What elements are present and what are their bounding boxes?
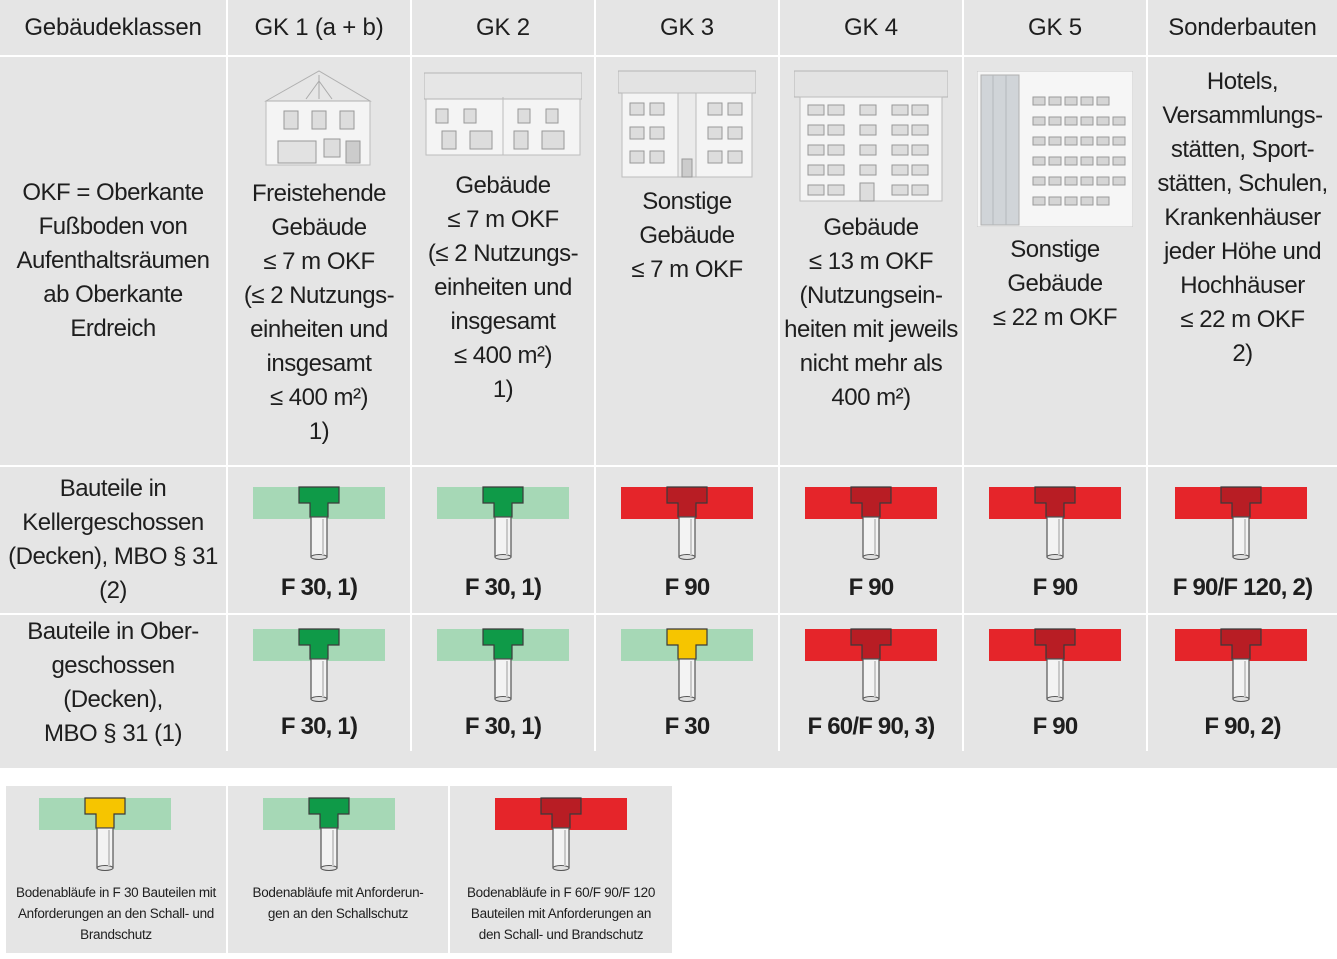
mid-rise-building-icon [794, 70, 948, 202]
legend-drain-red [495, 796, 627, 877]
gk3-description: Sonstige Gebäude ≤ 7 m OKF [631, 188, 743, 283]
gk2-description: Gebäude ≤ 7 m OKF (≤ 2 Nutzungs- einheit… [427, 172, 579, 403]
fire-protection-table: Gebäudeklassen GK 1 (a + b) GK 2 GK 3 GK… [0, 0, 1337, 768]
basement-drain-gk2 [437, 485, 569, 566]
basement-drain-sonderbauten [1175, 485, 1307, 566]
basement-drain-gk1 [253, 485, 385, 566]
gk4-description-cell: Gebäude ≤ 13 m OKF (Nutzungsein- heiten … [780, 57, 964, 467]
upper-drain-gk3 [621, 627, 753, 708]
upper-value-gk2: F 30, 1) [464, 713, 542, 740]
legend-item-red: Bodenabläufe in F 60/F 90/F 120 Bauteile… [450, 786, 672, 953]
upper-cell-gk1: F 30, 1) [228, 615, 412, 751]
basement-value-gk3: F 90 [664, 574, 711, 601]
upper-value-gk4: F 60/F 90, 3) [807, 713, 936, 740]
basement-value-gk1: F 30, 1) [280, 574, 358, 601]
upper-value-gk1: F 30, 1) [280, 713, 358, 740]
basement-cell-gk1: F 30, 1) [228, 467, 412, 615]
basement-drain-gk4 [805, 485, 937, 566]
legend-text-yellow: Bodenabläufe in F 30 Bauteilen mit Anfor… [16, 885, 216, 942]
upper-drain-gk2 [437, 627, 569, 708]
sonderbauten-description-cell: Hotels, Versammlungs- stätten, Sport- st… [1148, 57, 1337, 467]
upper-cell-gk3: F 30 [596, 615, 780, 751]
upper-value-gk3: F 30 [664, 713, 711, 740]
small-apartment-building-icon [618, 70, 756, 178]
basement-value-sonderbauten: F 90/F 120, 2) [1172, 574, 1313, 601]
header-gebaeudeklassen: Gebäudeklassen [0, 0, 228, 57]
upper-value-gk5: F 90 [1032, 713, 1079, 740]
header-gk4: GK 4 [780, 0, 964, 57]
gk5-description: Sonstige Gebäude ≤ 22 m OKF [992, 236, 1118, 331]
upper-drain-sonderbauten [1175, 627, 1307, 708]
gk2-description-cell: Gebäude ≤ 7 m OKF (≤ 2 Nutzungs- einheit… [412, 57, 596, 467]
basement-cell-gk2: F 30, 1) [412, 467, 596, 615]
double-house-icon [424, 72, 582, 156]
header-gk5: GK 5 [964, 0, 1148, 57]
legend-drain-yellow [39, 796, 171, 877]
basement-cell-gk4: F 90 [780, 467, 964, 615]
basement-value-gk4: F 90 [848, 574, 895, 601]
single-family-house-icon [264, 70, 372, 166]
basement-cell-sonderbauten: F 90/F 120, 2) [1148, 467, 1337, 615]
header-gk3: GK 3 [596, 0, 780, 57]
upper-value-sonderbauten: F 90, 2) [1204, 713, 1281, 740]
definition-label: OKF = Oberkante Fußboden von Aufenthalts… [0, 57, 228, 467]
upper-drain-gk1 [253, 627, 385, 708]
upper-cell-gk4: F 60/F 90, 3) [780, 615, 964, 751]
header-gk1: GK 1 (a + b) [228, 0, 412, 57]
gk1-description: Freistehende Gebäude ≤ 7 m OKF (≤ 2 Nutz… [243, 180, 395, 445]
legend-item-yellow: Bodenabläufe in F 30 Bauteilen mit Anfor… [6, 786, 228, 953]
upper-drain-gk5 [989, 627, 1121, 708]
basement-cell-gk3: F 90 [596, 467, 780, 615]
legend-text-green: Bodenabläufe mit Anforderun- gen an den … [252, 885, 424, 921]
basement-drain-gk5 [989, 485, 1121, 566]
gk5-description-cell: Sonstige Gebäude ≤ 22 m OKF [964, 57, 1148, 467]
basement-cell-gk5: F 90 [964, 467, 1148, 615]
upper-drain-gk4 [805, 627, 937, 708]
upper-cell-gk2: F 30, 1) [412, 615, 596, 751]
gk3-description-cell: Sonstige Gebäude ≤ 7 m OKF [596, 57, 780, 467]
basement-label: Bauteile in Kellergeschossen (Decken), M… [0, 467, 228, 615]
gk4-description: Gebäude ≤ 13 m OKF (Nutzungsein- heiten … [784, 214, 958, 411]
header-sonderbauten: Sonderbauten [1148, 0, 1337, 57]
legend-text-red: Bodenabläufe in F 60/F 90/F 120 Bauteile… [466, 885, 656, 942]
legend-item-green: Bodenabläufe mit Anforderun- gen an den … [228, 786, 450, 953]
office-building-icon [977, 71, 1133, 227]
sonderbauten-description: Hotels, Versammlungs- stätten, Sport- st… [1157, 68, 1328, 367]
upper-cell-sonderbauten: F 90, 2) [1148, 615, 1337, 751]
basement-value-gk2: F 30, 1) [464, 574, 542, 601]
upper-label: Bauteile in Ober- geschossen (Decken), M… [0, 615, 228, 751]
gk1-description-cell: Freistehende Gebäude ≤ 7 m OKF (≤ 2 Nutz… [228, 57, 412, 467]
basement-value-gk5: F 90 [1032, 574, 1079, 601]
header-gk2: GK 2 [412, 0, 596, 57]
upper-cell-gk5: F 90 [964, 615, 1148, 751]
legend-drain-green [263, 796, 395, 877]
basement-drain-gk3 [621, 485, 753, 566]
